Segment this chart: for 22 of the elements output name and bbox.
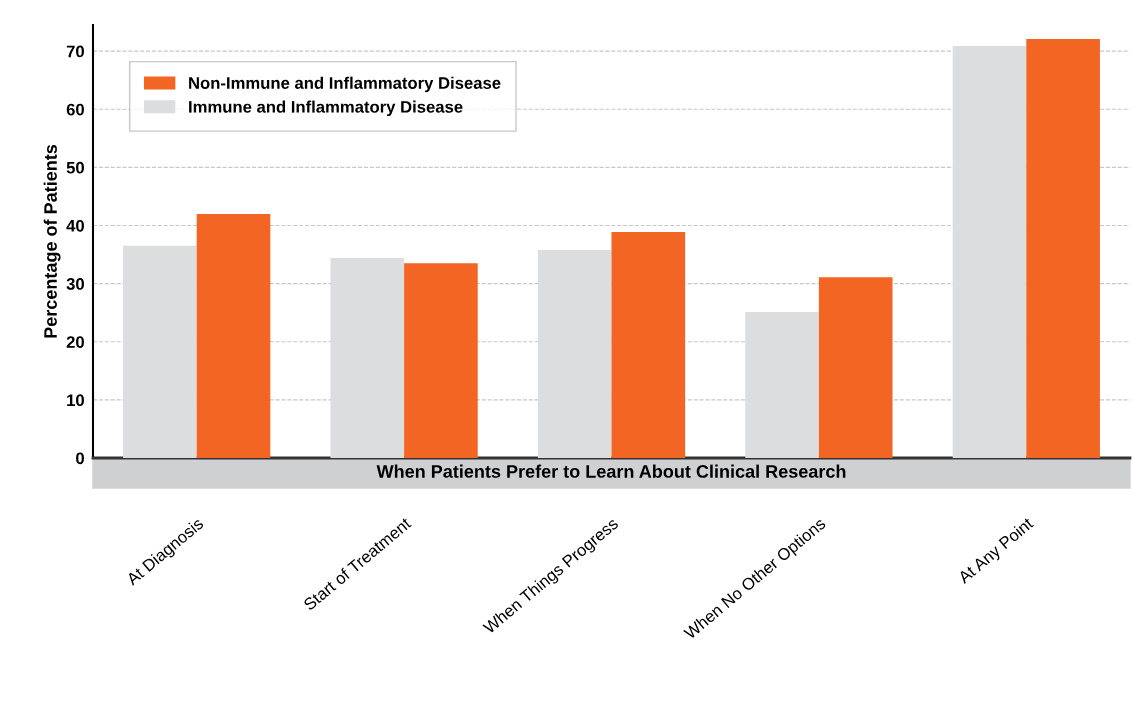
bar <box>745 312 819 458</box>
y-tick-label: 70 <box>66 45 84 58</box>
y-tick-label: 60 <box>66 103 84 116</box>
y-tick-label: 10 <box>67 394 84 407</box>
y-tick-label: 0 <box>76 452 84 465</box>
y-tick-label: 30 <box>66 278 84 290</box>
bar <box>404 263 478 458</box>
bar <box>196 213 271 458</box>
bar <box>123 245 197 458</box>
y-tick-label: 40 <box>66 219 84 232</box>
bar <box>818 277 893 458</box>
legend-label: Non-Immune and Inflammatory Disease <box>189 76 501 93</box>
y-tick-label: 50 <box>66 161 84 174</box>
bar <box>952 45 1027 458</box>
y-axis-title: Percentage of Patients <box>43 144 61 338</box>
y-tick-label: 20 <box>66 336 84 348</box>
bar <box>537 249 612 458</box>
bar <box>1026 38 1100 458</box>
bar <box>611 231 686 458</box>
x-axis-title: When Patients Prefer to Learn About Clinical Research <box>376 464 846 478</box>
bar <box>330 258 405 458</box>
legend-label: Immune and Inflammatory Disease <box>189 100 463 117</box>
